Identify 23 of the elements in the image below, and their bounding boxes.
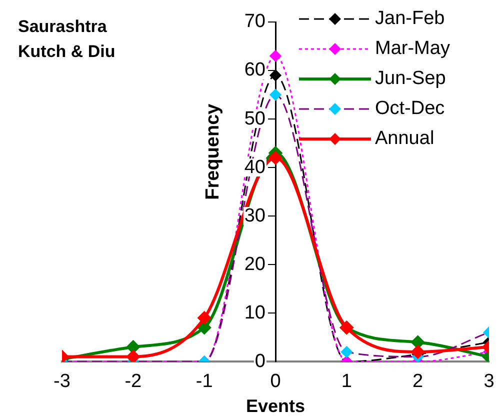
legend-label: Mar-May <box>375 38 450 60</box>
x-tick-label: 1 <box>341 371 352 392</box>
legend-label: Jan-Feb <box>375 8 445 30</box>
y-tick-label: 40 <box>244 156 266 178</box>
legend-label: Jun-Sep <box>375 68 446 90</box>
y-tick-label: 70 <box>244 11 266 32</box>
x-tick-label: -2 <box>124 371 142 392</box>
chart-title: Saurashtra Kutch & Diu <box>18 16 116 63</box>
x-tick-label: 0 <box>270 371 281 392</box>
y-tick-label: 30 <box>244 205 266 226</box>
y-tick-label: 10 <box>244 302 266 324</box>
y-tick-label: 50 <box>244 108 266 130</box>
y-tick-label: 60 <box>244 60 266 81</box>
y-axis-title: Frequency <box>202 103 224 200</box>
y-tick-label: 0 <box>254 350 266 372</box>
x-tick-label: 2 <box>412 371 424 392</box>
legend-label: Annual <box>375 128 434 150</box>
x-tick-label: -1 <box>196 371 213 392</box>
x-tick-label: -3 <box>54 371 70 392</box>
x-axis-title: Events <box>246 396 306 416</box>
legend-label: Oct-Dec <box>375 98 445 120</box>
y-tick-label: 20 <box>244 254 266 275</box>
x-tick-label: 3 <box>484 371 494 392</box>
